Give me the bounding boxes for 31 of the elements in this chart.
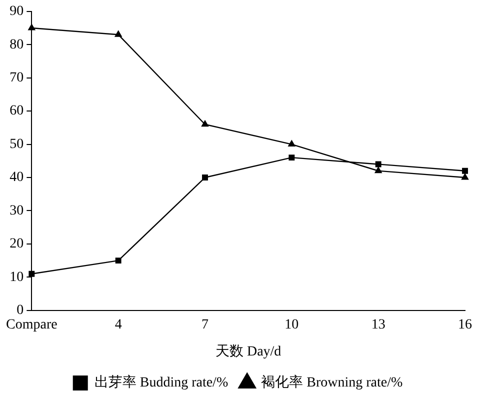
- y-tick-label: 20: [10, 236, 24, 252]
- point: [462, 168, 468, 174]
- point: [375, 161, 382, 168]
- x-tick-label: 7: [201, 317, 208, 332]
- x-tick-label: Compare: [6, 317, 58, 332]
- y-tick-label: 50: [10, 136, 24, 152]
- point: [202, 174, 208, 180]
- point: [114, 30, 122, 37]
- point: [28, 270, 35, 277]
- point: [28, 24, 36, 30]
- y-tick-label: 90: [10, 4, 24, 20]
- x-tick-label: 10: [284, 317, 299, 332]
- x-tick-label: 16: [458, 317, 472, 332]
- x-tick-label: 13: [371, 317, 386, 332]
- legend-label: 出芽率 Budding rate/%: [94, 374, 228, 391]
- y-tick-label: 70: [10, 70, 24, 86]
- point: [201, 120, 209, 127]
- y-tick-label: 80: [10, 37, 24, 52]
- point: [115, 258, 122, 264]
- legend-label: 褐化率 Browning rate/%: [261, 374, 403, 391]
- x-tick-label: 4: [114, 317, 122, 332]
- point: [461, 174, 469, 180]
- point: [288, 154, 295, 161]
- y-tick-label: 30: [10, 203, 24, 218]
- point: [374, 166, 382, 174]
- y-tick-label: 40: [10, 170, 24, 186]
- x-axis-title: 天数 Day/d: [215, 343, 282, 360]
- point: [288, 140, 296, 147]
- y-tick-label: 10: [10, 270, 24, 285]
- y-tick-label: 0: [16, 303, 24, 318]
- y-tick-label: 60: [10, 104, 24, 119]
